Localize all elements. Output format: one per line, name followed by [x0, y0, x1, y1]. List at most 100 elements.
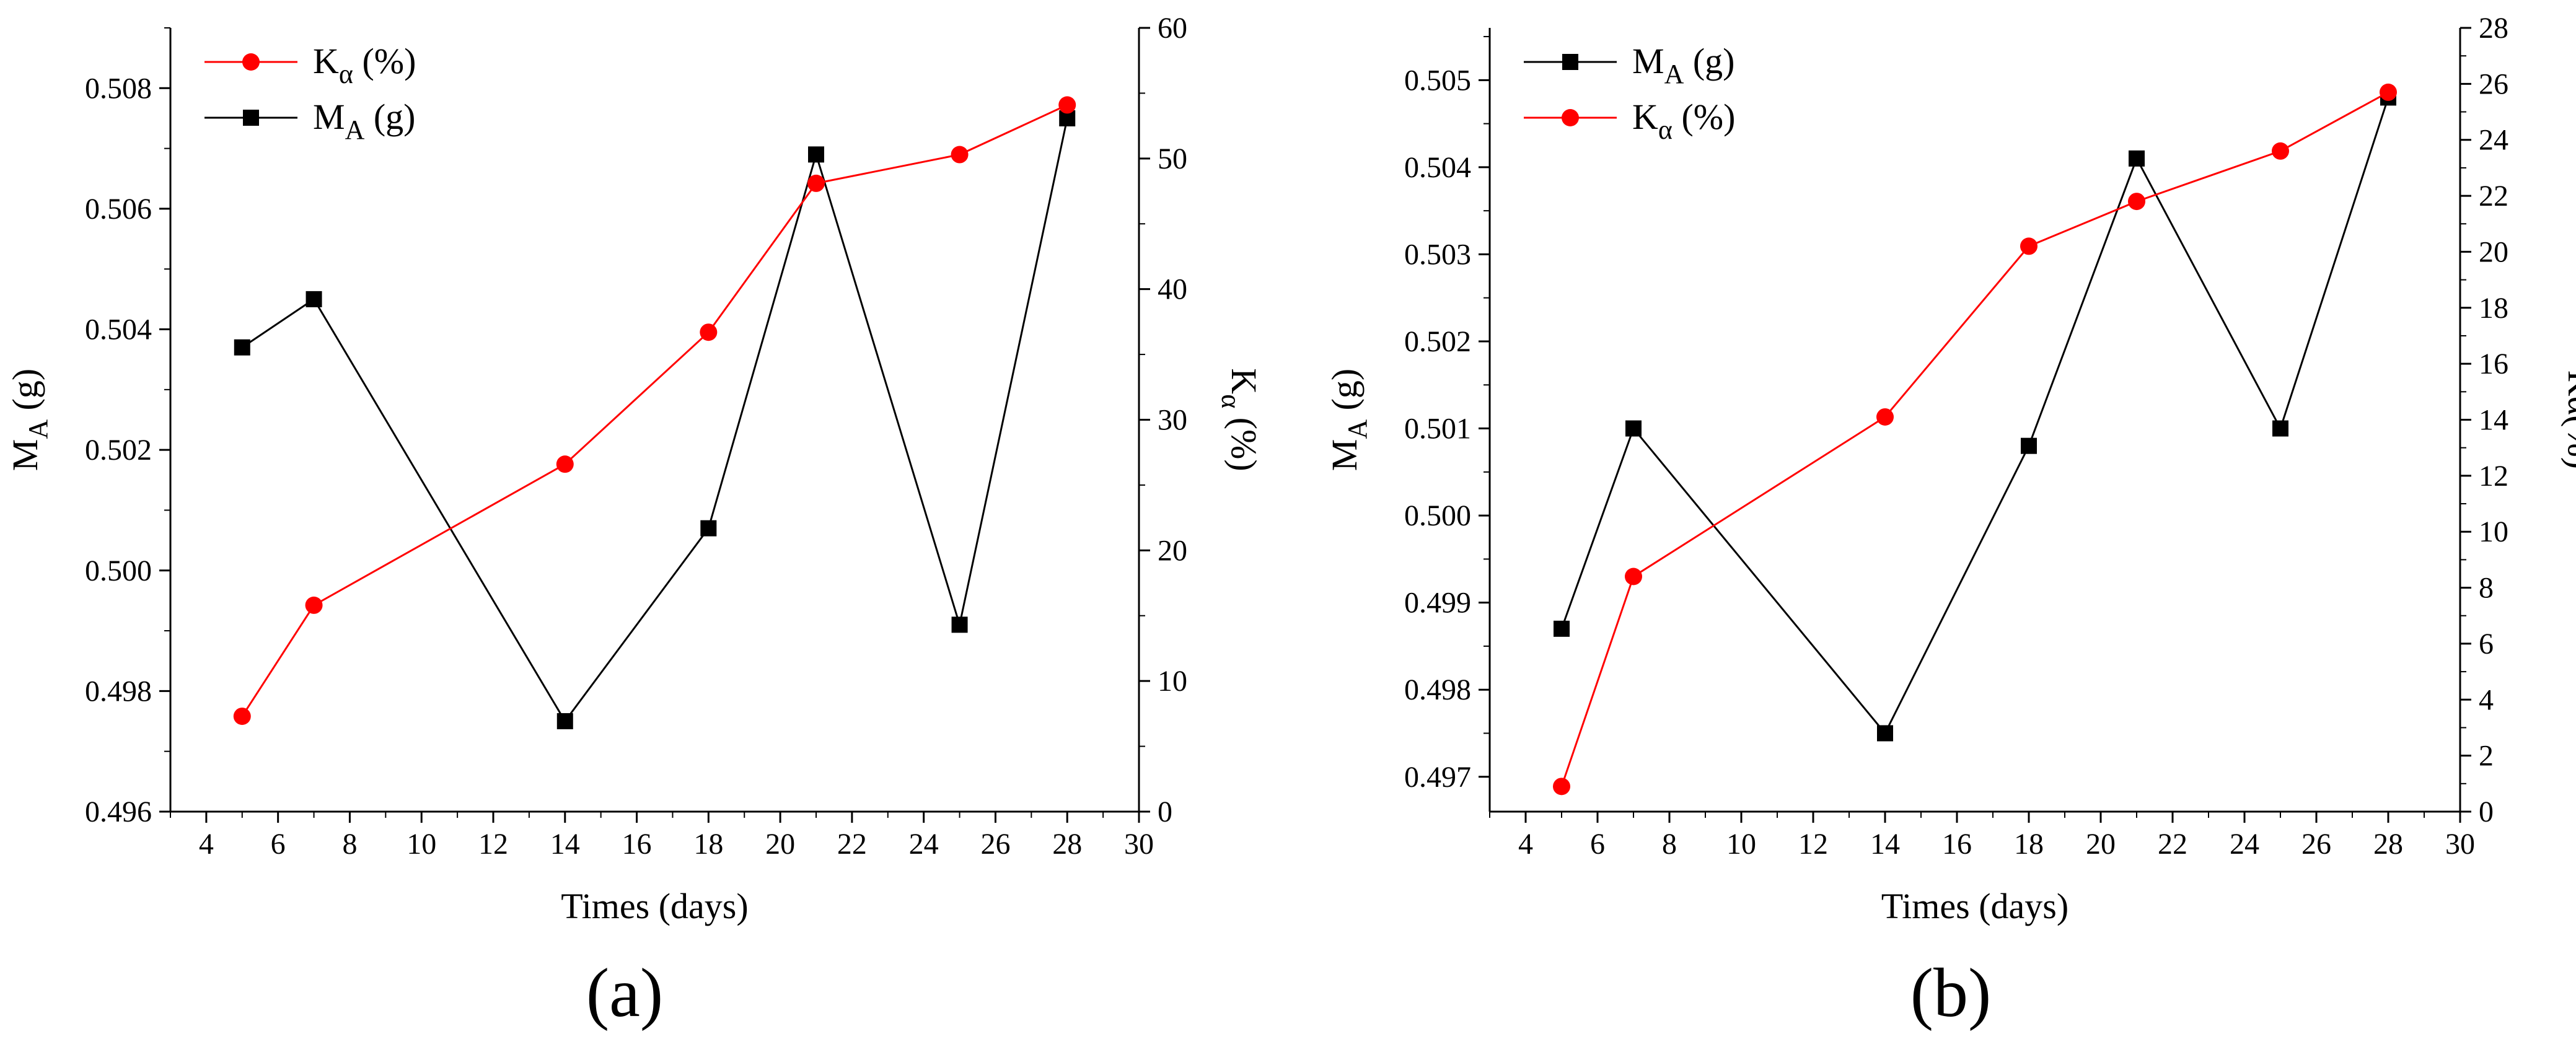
a-series-ma-line: [241, 118, 1068, 723]
b-y-right-tick-label: 18: [2479, 292, 2508, 325]
b-y-right-tick-label: 26: [2479, 68, 2508, 100]
a-x-tick-label: 16: [622, 828, 652, 861]
b-y-right-axis-title-main: Kα(%): [2561, 370, 2576, 469]
b-y-left-tick-label: 0.504: [1404, 151, 1471, 184]
b-y-right-tick-label: 20: [2479, 235, 2508, 268]
b-x-axis-title: Times (days): [1881, 886, 2068, 926]
b-x-tick-label: 24: [2230, 828, 2259, 861]
a-series-ma-point: [808, 146, 824, 163]
a-y-right-axis-title-main: K: [1224, 368, 1264, 394]
b-legend-ma-label-main: M: [1632, 41, 1664, 81]
a-x-tick-label: 6: [271, 828, 286, 861]
panel-b-chart: (b) 4 6 8 10 12 14 16 18 20 22 24 26 28 300.4970.4980…: [1324, 12, 2576, 1032]
a-y-left-tick-label: 0.506: [85, 193, 152, 226]
a-series-ka-point: [951, 146, 969, 164]
b-series-ma-point: [2129, 150, 2145, 167]
a-y-left-tick-label: 0.508: [85, 72, 152, 105]
a-series-ka-point: [556, 455, 574, 473]
a-legend-ma-label-sub: A: [345, 115, 365, 145]
a-legend-ma-label: MA (g): [313, 97, 416, 145]
a-series-ka-point: [700, 323, 718, 341]
a-series-ka-line: [241, 104, 1068, 717]
b-y-right-tick-label: 2: [2479, 740, 2494, 773]
b-y-left-tick-label: 0.500: [1404, 499, 1471, 532]
b-y-left-axis-title: MA (g): [1324, 369, 1373, 471]
a-x-tick-label: 24: [909, 828, 939, 861]
a-series-ma-point: [700, 520, 717, 537]
b-y-left-axis-title-main: M: [1324, 439, 1365, 471]
b-legend-ka-label: Kα (%): [1632, 97, 1735, 145]
a-x-tick-label: 26: [980, 828, 1010, 861]
a-series-ka-point: [305, 596, 323, 614]
b-x-tick-label: 4: [1518, 828, 1533, 861]
b-x-tick-label: 30: [2445, 828, 2475, 861]
a-y-left-tick-label: 0.496: [85, 796, 152, 828]
b-series-ka-point: [1553, 778, 1570, 796]
a-x-axis-title: Times (days): [561, 886, 748, 926]
b-y-left-tick-label: 0.498: [1404, 673, 1471, 706]
a-y-left-tick-label: 0.502: [85, 434, 152, 467]
b-y-right-tick-label: 16: [2479, 348, 2508, 380]
b-series-ma-point: [1625, 420, 1642, 437]
a-x-tick-label: 18: [693, 828, 723, 861]
b-x-tick-label: 18: [2014, 828, 2044, 861]
a-y-left-tick-label: 0.500: [85, 555, 152, 587]
a-y-left-axis-title-sub: A: [23, 419, 53, 439]
b-legend-ka-marker: [1562, 109, 1579, 126]
a-series-ma-point: [234, 339, 250, 356]
b-legend-ma-label-sub: A: [1664, 59, 1684, 89]
a-series-ka-point: [807, 174, 825, 192]
a-y-left-axis-title-main: M: [5, 439, 45, 471]
a-series-ma-point: [951, 616, 968, 633]
a-y-right-tick-label: 30: [1158, 404, 1187, 437]
b-legend-ma-label: MA (g): [1632, 41, 1735, 89]
a-x-tick-label: 12: [478, 828, 508, 861]
b-y-right-tick-label: 14: [2479, 404, 2508, 437]
a-x-tick-label: 10: [407, 828, 436, 861]
b-legend-ka-label-main: K: [1632, 97, 1658, 137]
b-y-right-tick-label: 24: [2479, 124, 2508, 157]
a-x-tick-label: 4: [199, 828, 214, 861]
a-y-right-tick-label: 50: [1158, 142, 1187, 175]
a-y-left-axis-title: MA (g): [5, 369, 53, 471]
b-y-left-tick-label: 0.497: [1404, 761, 1471, 794]
b-series-ka-point: [2380, 83, 2397, 101]
b-y-right-tick-label: 8: [2479, 572, 2494, 605]
b-legend-ma-marker: [1562, 54, 1578, 70]
b-y-right-tick-label: 10: [2479, 515, 2508, 548]
b-y-left-axis-title-sub: A: [1342, 419, 1373, 439]
b-series-ma-point: [1877, 725, 1893, 742]
b-legend-ka-label-sub: α: [1658, 115, 1673, 145]
b-series-ma-line: [1560, 97, 2389, 735]
a-series-ma-point: [306, 291, 322, 307]
a-x-tick-label: 30: [1124, 828, 1154, 861]
b-series-ma-point: [2021, 437, 2037, 454]
b-y-right-tick-label: 12: [2479, 460, 2508, 493]
panel-a-chart: (a) 4 6 8 10 12 14 16 18 20 22 24 26 28 30 0.496 0.498 0…: [5, 12, 1264, 1032]
a-x-tick-label: 28: [1052, 828, 1082, 861]
b-series-ma-point: [1554, 620, 1570, 637]
b-x-tick-label: 20: [2086, 828, 2116, 861]
a-series-ka-point: [233, 708, 251, 726]
a-y-left-tick-label: 0.498: [85, 675, 152, 708]
a-legend-ma-marker: [243, 110, 259, 126]
panel-b-label: (b): [1910, 955, 1992, 1032]
b-x-tick-label: 28: [2373, 828, 2403, 861]
a-y-left-tick-label: 0.504: [85, 313, 152, 346]
a-legend-ka-label-sub: α: [339, 59, 353, 89]
b-y-left-tick-label: 0.505: [1404, 64, 1471, 97]
panel-a-label: (a): [586, 955, 663, 1032]
b-series-ka-point: [1625, 568, 1642, 585]
b-x-tick-label: 8: [1662, 828, 1677, 861]
a-legend-ka-marker: [242, 53, 260, 71]
b-legend-ma-label-rest: (g): [1684, 41, 1734, 81]
a-x-tick-label: 22: [837, 828, 867, 861]
a-legend-ma-label-main: M: [313, 97, 345, 137]
b-series-ka-point: [2128, 193, 2145, 211]
b-legend-ka-label-rest: (%): [1673, 97, 1735, 137]
a-x-tick-label: 14: [550, 828, 580, 861]
b-y-right-axis-title: Kα(%): [2561, 370, 2576, 469]
b-series-ma-point: [2272, 420, 2288, 437]
b-x-tick-label: 12: [1798, 828, 1828, 861]
a-y-right-tick-label: 0: [1158, 796, 1172, 828]
